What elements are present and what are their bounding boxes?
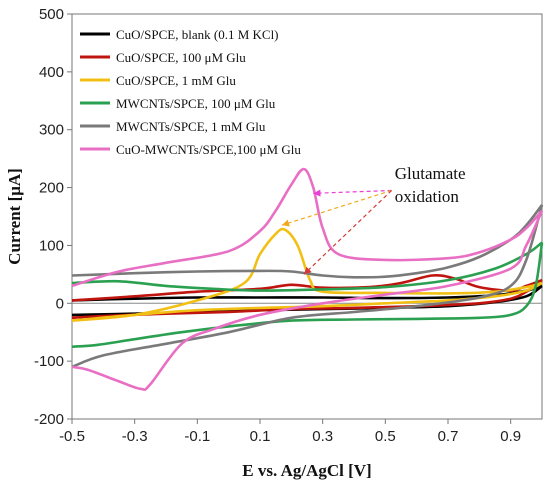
series-5-reverse-scan bbox=[71, 204, 544, 369]
series-3-forward-scan bbox=[71, 227, 543, 322]
x-tick-label: -0.1 bbox=[184, 428, 210, 445]
legend-item: CuO/SPCE, 100 μM Glu bbox=[80, 50, 246, 65]
legend-label: MWCNTs/SPCE, 100 μM Glu bbox=[116, 96, 276, 111]
annotation-arrow bbox=[303, 190, 393, 275]
y-tick-label: 500 bbox=[39, 6, 64, 23]
legend-label: CuO/SPCE, 100 μM Glu bbox=[116, 50, 246, 65]
annotation-line-2: oxidation bbox=[395, 187, 460, 206]
legend-label: CuO/SPCE, blank (0.1 M KCl) bbox=[116, 27, 279, 42]
series-3-reverse-scan bbox=[71, 281, 543, 322]
legend-item: CuO/SPCE, 1 mM Glu bbox=[80, 73, 236, 88]
series-3 bbox=[71, 227, 543, 322]
legend-label: CuO/SPCE, 1 mM Glu bbox=[116, 73, 236, 88]
legend-item: MWCNTs/SPCE, 1 mM Glu bbox=[80, 119, 266, 134]
series-6 bbox=[71, 167, 544, 391]
x-tick-label: 0.1 bbox=[250, 428, 271, 445]
y-tick-label: 200 bbox=[39, 180, 64, 197]
legend: CuO/SPCE, blank (0.1 M KCl) CuO/SPCE, 100… bbox=[80, 27, 301, 157]
series-6-reverse-scan bbox=[71, 210, 544, 391]
x-tick-label: 0.7 bbox=[438, 428, 459, 445]
x-axis-title: E vs. Ag/AgCl [V] bbox=[242, 461, 371, 480]
x-tick-label: 0.3 bbox=[312, 428, 333, 445]
x-tick-label: 0.9 bbox=[500, 428, 521, 445]
legend-label: MWCNTs/SPCE, 1 mM Glu bbox=[116, 119, 266, 134]
y-axis-title: Current [μA] bbox=[5, 168, 24, 265]
x-tick-label: -0.5 bbox=[59, 428, 85, 445]
x-tick-label: 0.5 bbox=[375, 428, 396, 445]
annotation-arrow bbox=[281, 189, 392, 227]
annotation-line-1: Glutamate bbox=[395, 164, 466, 183]
y-tick-label: -200 bbox=[34, 411, 64, 428]
legend-item: MWCNTs/SPCE, 100 μM Glu bbox=[80, 96, 276, 111]
series-6-forward-scan bbox=[71, 167, 543, 288]
y-tick-label: 100 bbox=[39, 237, 64, 254]
series-layer bbox=[71, 167, 544, 391]
y-tick-label: 0 bbox=[56, 295, 64, 312]
y-tick-label: 300 bbox=[39, 122, 64, 139]
legend-label: CuO-MWCNTs/SPCE,100 μM Glu bbox=[116, 142, 301, 157]
x-tick-label: -0.3 bbox=[122, 428, 148, 445]
ticks-layer: -200 -100 0 100 200 300 400 500 -0.5 -0.3 -0.1 0.1 0… bbox=[34, 6, 521, 445]
annotation-layer: Glutamate oxidation bbox=[395, 164, 466, 206]
series-4-forward-scan bbox=[71, 241, 543, 292]
y-tick-label: 400 bbox=[39, 64, 64, 81]
series-4 bbox=[71, 241, 544, 348]
legend-item: CuO/SPCE, blank (0.1 M KCl) bbox=[80, 27, 279, 42]
arrows-layer bbox=[281, 189, 393, 275]
series-4-reverse-scan bbox=[71, 242, 544, 348]
y-tick-label: -100 bbox=[34, 353, 64, 370]
legend-item: CuO-MWCNTs/SPCE,100 μM Glu bbox=[80, 142, 301, 157]
annotation-arrow bbox=[313, 189, 392, 197]
plot-frame bbox=[71, 13, 543, 420]
